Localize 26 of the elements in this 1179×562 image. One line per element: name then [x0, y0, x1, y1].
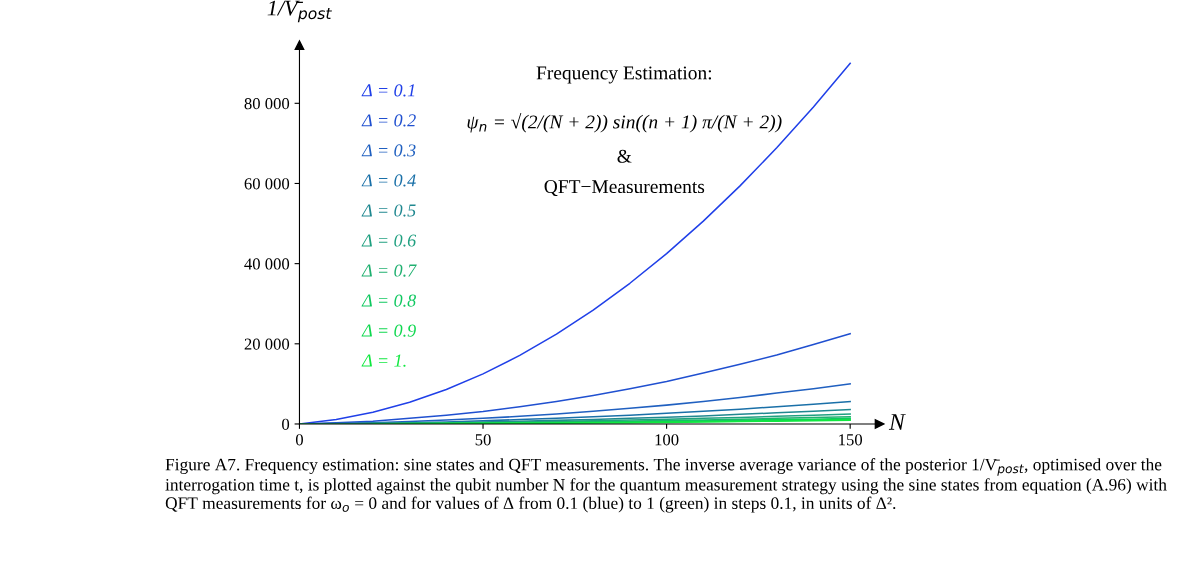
text: Δ = 0.7 [361, 264, 417, 277]
y-tick-label: 60 000 [244, 178, 290, 190]
annotation: QFT−Measurements [544, 180, 705, 197]
text: Δ = 0.2 [361, 114, 416, 127]
caption: Figure A7. Frequency estimation: sine states and QFT measurements. The inverse average variance of the posterior 1/V̄$_{post}$, optimised over the interrogation time t, is plotted against the qubit number N for the quantum measurement strategy using the sine states from equation (A.96) with QFT measurements for ω$_{o}$ = 0 and for values of Δ from 0.1 (blue) to 1 (green) in steps 0.1, in units of Δ². [165, 458, 1167, 513]
x-tick-label: 150 [839, 434, 863, 446]
text: Δ = 0.4 [361, 174, 416, 187]
text: Δ = 0.6 [361, 234, 417, 247]
x-tick-label: 50 [475, 434, 491, 446]
text: Δ = 0.3 [361, 144, 416, 157]
text: Δ = 0.5 [361, 204, 416, 217]
annotation: ψ$_{n}$ = √(2/(N + 2)) sin((n + 1) π/(N + 2)) [467, 112, 782, 133]
annotation: & [617, 149, 632, 163]
annotation: Frequency Estimation: [536, 66, 712, 84]
text: Δ = 1. [361, 354, 406, 367]
x-tick-label: 100 [655, 434, 679, 446]
x-tick-label: 0 [295, 434, 303, 446]
text: Δ = 0.1 [361, 84, 415, 97]
y-tick-label: 40 000 [244, 258, 290, 270]
x-axis-title: N [888, 414, 906, 430]
text: Δ = 0.9 [361, 324, 416, 337]
y-tick-label: 20 000 [244, 338, 290, 350]
text: Δ = 0.8 [361, 294, 416, 307]
y-tick-label: 0 [282, 418, 290, 430]
y-axis-title: 1/V̄$_{post}$ [267, 0, 332, 23]
y-tick-label: 80 000 [244, 98, 290, 110]
